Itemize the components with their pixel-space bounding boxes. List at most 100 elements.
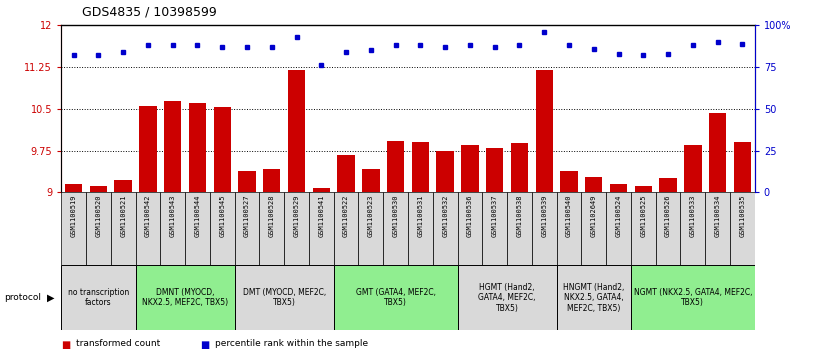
Bar — [337, 155, 355, 192]
Text: GSM1100522: GSM1100522 — [343, 195, 349, 237]
Bar — [705, 192, 730, 265]
Bar — [114, 180, 132, 192]
Bar — [482, 192, 507, 265]
Bar — [90, 186, 107, 192]
Bar — [334, 192, 358, 265]
Bar — [86, 192, 111, 265]
Text: percentile rank within the sample: percentile rank within the sample — [215, 339, 368, 347]
Bar — [185, 192, 210, 265]
Bar — [681, 192, 705, 265]
Bar — [532, 192, 557, 265]
Bar — [135, 192, 160, 265]
Bar — [238, 171, 255, 192]
Bar — [140, 106, 157, 192]
Text: ▶: ▶ — [47, 293, 55, 303]
Bar — [235, 192, 259, 265]
Text: no transcription
factors: no transcription factors — [68, 288, 129, 307]
Text: ■: ■ — [200, 340, 209, 350]
Text: GSM1100525: GSM1100525 — [641, 195, 646, 237]
Bar — [610, 184, 628, 192]
Text: GSM1100537: GSM1100537 — [492, 195, 498, 237]
Text: GSM1100521: GSM1100521 — [120, 195, 126, 237]
Text: GDS4835 / 10398599: GDS4835 / 10398599 — [82, 6, 217, 19]
Text: GSM1100520: GSM1100520 — [95, 195, 101, 237]
Text: GSM1100535: GSM1100535 — [739, 195, 745, 237]
Bar — [458, 192, 482, 265]
Bar — [709, 113, 726, 192]
Text: HGMT (Hand2,
GATA4, MEF2C,
TBX5): HGMT (Hand2, GATA4, MEF2C, TBX5) — [478, 283, 536, 313]
Bar — [561, 171, 578, 192]
Bar — [635, 186, 652, 192]
Bar — [309, 192, 334, 265]
Text: GSM1100544: GSM1100544 — [194, 195, 201, 237]
Bar — [65, 184, 82, 192]
Bar — [188, 103, 206, 192]
Bar — [631, 192, 656, 265]
Text: GSM1100533: GSM1100533 — [690, 195, 696, 237]
Text: GSM1100543: GSM1100543 — [170, 195, 175, 237]
Bar — [557, 192, 581, 265]
Text: GSM1100523: GSM1100523 — [368, 195, 374, 237]
Text: protocol: protocol — [4, 293, 41, 302]
Bar — [656, 192, 681, 265]
Text: GSM1100531: GSM1100531 — [418, 195, 424, 237]
Bar — [384, 192, 408, 265]
Text: ■: ■ — [61, 340, 70, 350]
Text: GSM1100545: GSM1100545 — [220, 195, 225, 237]
Text: GSM1100536: GSM1100536 — [467, 195, 473, 237]
Text: GMT (GATA4, MEF2C,
TBX5): GMT (GATA4, MEF2C, TBX5) — [356, 288, 436, 307]
Bar — [259, 192, 284, 265]
Bar — [111, 192, 135, 265]
Bar — [235, 265, 334, 330]
Bar — [160, 192, 185, 265]
Text: DMNT (MYOCD,
NKX2.5, MEF2C, TBX5): DMNT (MYOCD, NKX2.5, MEF2C, TBX5) — [142, 288, 228, 307]
Text: GSM1100529: GSM1100529 — [294, 195, 299, 237]
Text: GSM1100524: GSM1100524 — [615, 195, 622, 237]
Bar — [730, 192, 755, 265]
Bar — [734, 142, 751, 192]
Text: GSM1100542: GSM1100542 — [145, 195, 151, 237]
Text: GSM1100527: GSM1100527 — [244, 195, 250, 237]
Bar — [507, 192, 532, 265]
Bar — [458, 265, 557, 330]
Bar — [288, 70, 305, 192]
Bar — [214, 107, 231, 192]
Text: GSM1100539: GSM1100539 — [541, 195, 548, 237]
Bar — [557, 265, 631, 330]
Bar — [461, 145, 479, 192]
Text: NGMT (NKX2.5, GATA4, MEF2C,
TBX5): NGMT (NKX2.5, GATA4, MEF2C, TBX5) — [633, 288, 752, 307]
Text: GSM1100530: GSM1100530 — [392, 195, 398, 237]
Text: transformed count: transformed count — [76, 339, 160, 347]
Bar — [408, 192, 432, 265]
Bar — [263, 169, 281, 192]
Text: GSM1100540: GSM1100540 — [566, 195, 572, 237]
Bar — [437, 151, 454, 192]
Text: GSM1100534: GSM1100534 — [715, 195, 721, 237]
Bar — [606, 192, 631, 265]
Bar — [582, 192, 606, 265]
Bar — [684, 145, 702, 192]
Bar — [61, 192, 86, 265]
Text: GSM1100532: GSM1100532 — [442, 195, 448, 237]
Bar — [412, 142, 429, 192]
Text: GSM1100519: GSM1100519 — [71, 195, 77, 237]
Bar — [61, 265, 135, 330]
Bar — [334, 265, 458, 330]
Bar — [535, 70, 553, 192]
Bar — [585, 177, 602, 192]
Text: HNGMT (Hand2,
NKX2.5, GATA4,
MEF2C, TBX5): HNGMT (Hand2, NKX2.5, GATA4, MEF2C, TBX5… — [563, 283, 624, 313]
Bar — [659, 179, 676, 192]
Text: DMT (MYOCD, MEF2C,
TBX5): DMT (MYOCD, MEF2C, TBX5) — [242, 288, 326, 307]
Text: GSM1100541: GSM1100541 — [318, 195, 324, 237]
Text: GSM1100526: GSM1100526 — [665, 195, 671, 237]
Bar — [284, 192, 309, 265]
Bar — [164, 101, 181, 192]
Bar — [210, 192, 235, 265]
Bar — [362, 169, 379, 192]
Text: GSM1100528: GSM1100528 — [268, 195, 275, 237]
Text: GSM1102649: GSM1102649 — [591, 195, 596, 237]
Bar — [358, 192, 384, 265]
Bar — [511, 143, 528, 192]
Bar — [313, 188, 330, 192]
Bar — [387, 140, 404, 192]
